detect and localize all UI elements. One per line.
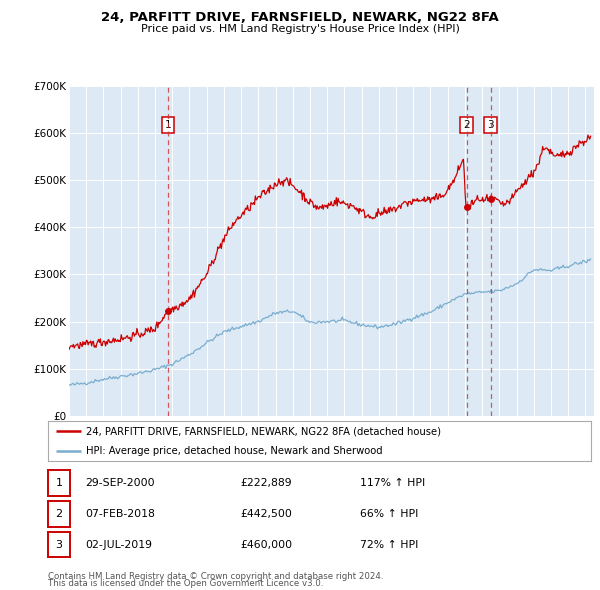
Text: HPI: Average price, detached house, Newark and Sherwood: HPI: Average price, detached house, Newa… <box>86 447 383 456</box>
Text: This data is licensed under the Open Government Licence v3.0.: This data is licensed under the Open Gov… <box>48 579 323 588</box>
Text: 07-FEB-2018: 07-FEB-2018 <box>85 509 155 519</box>
Text: Price paid vs. HM Land Registry's House Price Index (HPI): Price paid vs. HM Land Registry's House … <box>140 24 460 34</box>
Text: Contains HM Land Registry data © Crown copyright and database right 2024.: Contains HM Land Registry data © Crown c… <box>48 572 383 581</box>
Text: 2: 2 <box>56 509 62 519</box>
Text: 72% ↑ HPI: 72% ↑ HPI <box>360 540 418 549</box>
Text: 1: 1 <box>56 478 62 488</box>
Text: 29-SEP-2000: 29-SEP-2000 <box>85 478 155 488</box>
Text: 3: 3 <box>487 120 494 130</box>
Text: 24, PARFITT DRIVE, FARNSFIELD, NEWARK, NG22 8FA (detached house): 24, PARFITT DRIVE, FARNSFIELD, NEWARK, N… <box>86 427 441 436</box>
Text: 02-JUL-2019: 02-JUL-2019 <box>85 540 152 549</box>
Text: £222,889: £222,889 <box>240 478 292 488</box>
Text: £460,000: £460,000 <box>240 540 292 549</box>
Text: 117% ↑ HPI: 117% ↑ HPI <box>360 478 425 488</box>
Text: 3: 3 <box>56 540 62 549</box>
Text: 66% ↑ HPI: 66% ↑ HPI <box>360 509 418 519</box>
Text: 24, PARFITT DRIVE, FARNSFIELD, NEWARK, NG22 8FA: 24, PARFITT DRIVE, FARNSFIELD, NEWARK, N… <box>101 11 499 24</box>
Text: 2: 2 <box>463 120 470 130</box>
Text: £442,500: £442,500 <box>240 509 292 519</box>
Text: 1: 1 <box>164 120 171 130</box>
